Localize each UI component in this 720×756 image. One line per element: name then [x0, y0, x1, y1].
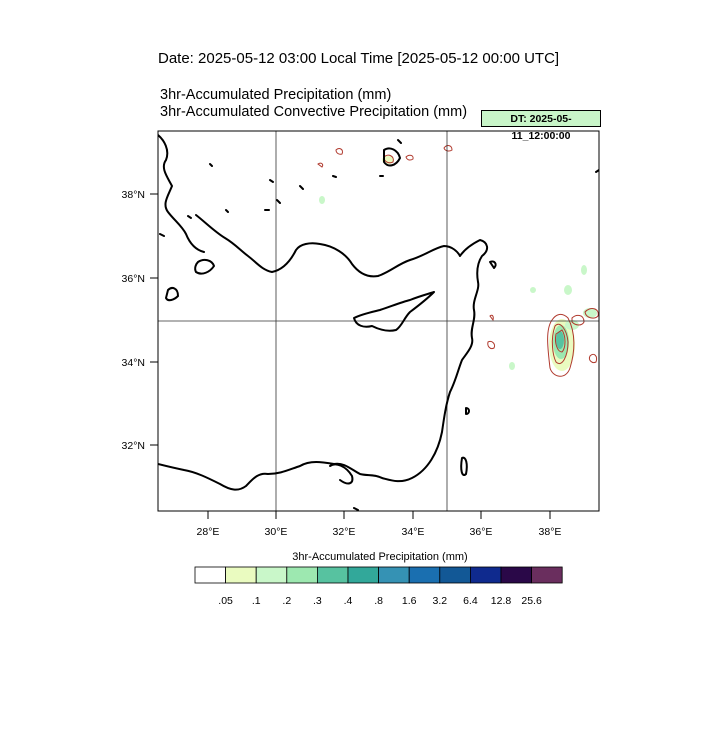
colorbar-label: 3.2 [432, 595, 447, 607]
colorbar-swatch [225, 566, 257, 584]
colorbar-title: 3hr-Accumulated Precipitation (mm) [292, 551, 468, 563]
colorbar-label: .8 [374, 595, 383, 607]
lat-label: 32°N [122, 440, 145, 452]
date-title: Date: 2025-05-12 03:00 Local Time [2025-… [158, 50, 560, 67]
lon-label: 36°E [470, 526, 493, 538]
colorbar-labels: .05 .1 .2 .3 .4 .8 1.6 3.2 6.4 12.8 25.6 [218, 595, 542, 607]
lat-label: 34°N [122, 357, 145, 369]
lon-label: 38°E [539, 526, 562, 538]
lon-label: 34°E [402, 526, 425, 538]
colorbar-swatch [531, 566, 563, 584]
colorbar-swatch [469, 566, 502, 584]
colorbar-swatch [194, 566, 227, 584]
colorbar-swatch [408, 566, 441, 584]
colorbar-label: 6.4 [463, 595, 478, 607]
lon-label: 32°E [333, 526, 356, 538]
coastlines [158, 134, 599, 511]
colorbar-label: .4 [344, 595, 353, 607]
colorbar-label: 12.8 [491, 595, 512, 607]
precip-title: 3hr-Accumulated Precipitation (mm) [160, 87, 392, 103]
colorbar-swatch [439, 566, 471, 584]
map-frame [157, 130, 600, 512]
colorbar-label: .05 [218, 595, 233, 607]
lon-label: 30°E [265, 526, 288, 538]
colorbar-label: .1 [252, 595, 261, 607]
colorbar-label: .2 [282, 595, 291, 607]
convective-precip-title: 3hr-Accumulated Convective Precipitation… [160, 104, 468, 120]
colorbar-swatch [316, 566, 349, 584]
lat-label: 38°N [122, 189, 145, 201]
colorbar-label: .3 [313, 595, 322, 607]
colorbar-swatch [500, 566, 533, 584]
colorbar-label: 25.6 [521, 595, 542, 607]
colorbar [194, 566, 563, 584]
colorbar-swatch [255, 566, 288, 584]
colorbar-swatch [286, 566, 318, 584]
colorbar-swatch [347, 566, 380, 584]
axis-ticks [150, 193, 551, 519]
colorbar-swatch [378, 566, 410, 584]
convective-contours [317, 145, 599, 377]
dt-badge: DT: 2025-05-11_12:00:00 [481, 110, 601, 142]
graticule [158, 131, 599, 511]
lon-label: 28°E [197, 526, 220, 538]
colorbar-label: 1.6 [402, 595, 417, 607]
lat-label: 36°N [122, 273, 145, 285]
